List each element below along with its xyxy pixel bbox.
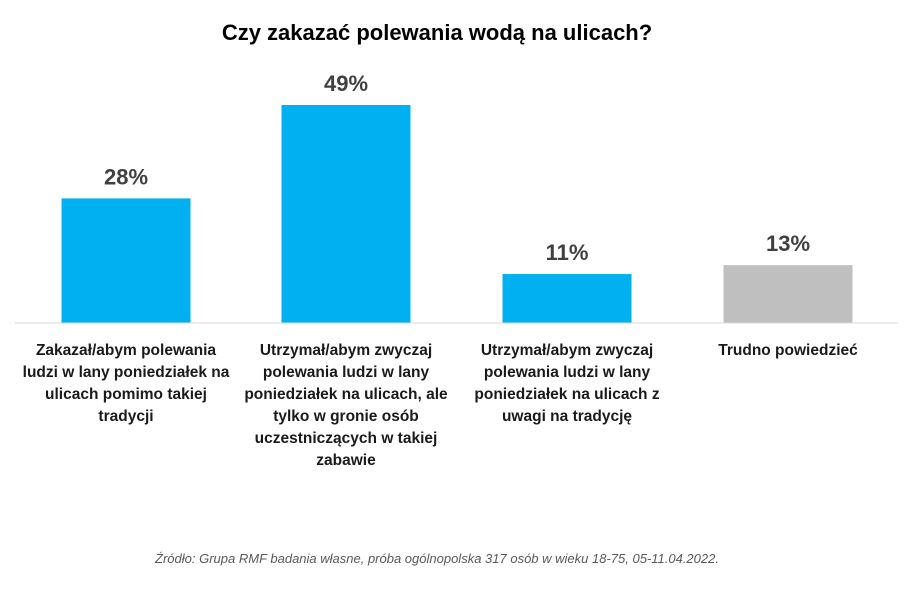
chart-title: Czy zakazać polewania wodą na ulicach? bbox=[222, 20, 652, 45]
category-label-3: Utrzymał/abym zwyczaj polewania ludzi w … bbox=[474, 342, 660, 425]
bars-group: 28% 49% 11% 13% bbox=[61, 71, 853, 323]
bar-3 bbox=[502, 274, 632, 323]
category-label-1: Zakazał/abym polewania ludzi w lany poni… bbox=[22, 342, 230, 425]
bar-4 bbox=[723, 265, 853, 323]
category-label-2: Utrzymał/abym zwyczaj polewania ludzi w … bbox=[244, 342, 448, 469]
value-label-4: 13% bbox=[766, 231, 810, 256]
bar-1 bbox=[61, 198, 191, 323]
value-label-2: 49% bbox=[324, 71, 368, 96]
category-label-4: Trudno powiedzieć bbox=[718, 342, 858, 359]
bar-2 bbox=[281, 105, 411, 323]
value-label-3: 11% bbox=[546, 240, 589, 265]
value-label-1: 28% bbox=[104, 164, 148, 189]
source-note: Źródło: Grupa RMF badania własne, próba … bbox=[154, 551, 719, 566]
